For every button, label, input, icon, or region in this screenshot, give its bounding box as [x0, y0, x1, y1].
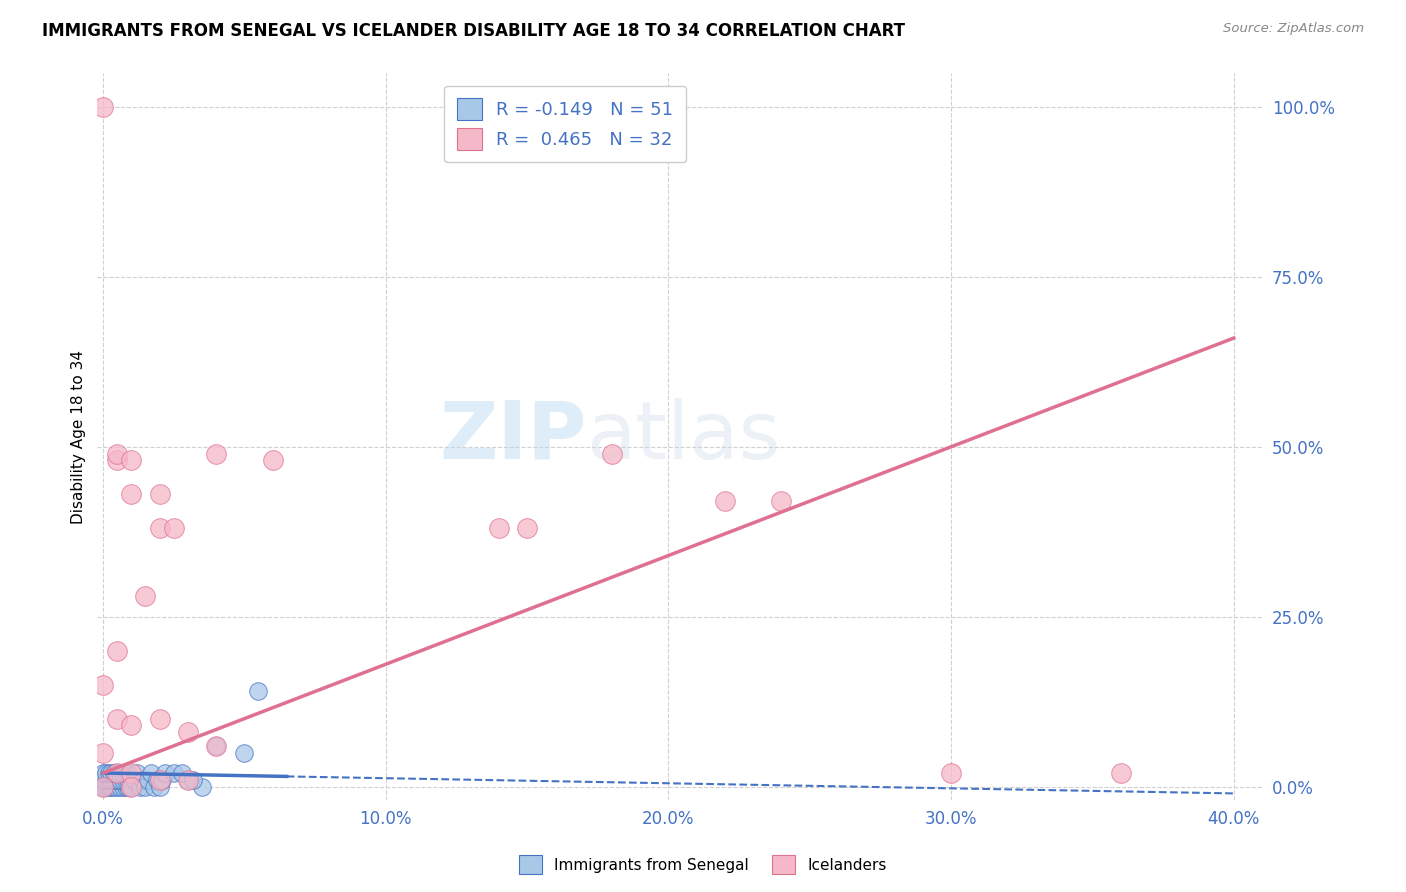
Point — [153, 766, 176, 780]
Point — [120, 453, 142, 467]
Point — [150, 772, 173, 787]
Point — [117, 766, 139, 780]
Point — [97, 772, 120, 787]
Point — [94, 766, 117, 780]
Point — [100, 772, 122, 787]
Point — [97, 780, 120, 794]
Text: atlas: atlas — [586, 398, 780, 475]
Point — [191, 780, 214, 794]
Point — [163, 521, 186, 535]
Y-axis label: Disability Age 18 to 34: Disability Age 18 to 34 — [72, 350, 86, 524]
Text: ZIP: ZIP — [439, 398, 586, 475]
Point — [1109, 766, 1132, 780]
Point — [131, 772, 153, 787]
Point — [122, 772, 145, 787]
Point — [148, 772, 170, 787]
Point — [148, 712, 170, 726]
Point — [114, 780, 136, 794]
Point — [183, 772, 205, 787]
Point — [516, 521, 538, 535]
Point — [714, 494, 737, 508]
Point — [91, 100, 114, 114]
Point — [177, 772, 200, 787]
Point — [148, 780, 170, 794]
Point — [117, 780, 139, 794]
Point — [145, 772, 167, 787]
Point — [120, 487, 142, 501]
Point — [108, 766, 131, 780]
Point — [134, 590, 156, 604]
Point — [91, 766, 114, 780]
Point — [148, 487, 170, 501]
Point — [136, 772, 159, 787]
Point — [91, 746, 114, 760]
Point — [108, 780, 131, 794]
Point — [105, 643, 128, 657]
Point — [177, 725, 200, 739]
Point — [148, 521, 170, 535]
Point — [233, 746, 256, 760]
Point — [105, 772, 128, 787]
Point — [111, 772, 134, 787]
Point — [100, 780, 122, 794]
Point — [163, 766, 186, 780]
Text: IMMIGRANTS FROM SENEGAL VS ICELANDER DISABILITY AGE 18 TO 34 CORRELATION CHART: IMMIGRANTS FROM SENEGAL VS ICELANDER DIS… — [42, 22, 905, 40]
Point — [105, 766, 128, 780]
Point — [103, 772, 125, 787]
Point — [105, 453, 128, 467]
Point — [91, 780, 114, 794]
Point — [172, 766, 194, 780]
Point — [128, 780, 150, 794]
Point — [177, 772, 200, 787]
Point — [108, 772, 131, 787]
Point — [105, 766, 128, 780]
Point — [105, 712, 128, 726]
Legend: Immigrants from Senegal, Icelanders: Immigrants from Senegal, Icelanders — [513, 849, 893, 880]
Point — [114, 772, 136, 787]
Point — [247, 684, 270, 698]
Point — [91, 678, 114, 692]
Point — [94, 772, 117, 787]
Point — [134, 780, 156, 794]
Point — [111, 780, 134, 794]
Point — [205, 447, 228, 461]
Point — [205, 739, 228, 753]
Point — [105, 447, 128, 461]
Text: Source: ZipAtlas.com: Source: ZipAtlas.com — [1223, 22, 1364, 36]
Point — [111, 766, 134, 780]
Point — [770, 494, 793, 508]
Legend: R = -0.149   N = 51, R =  0.465   N = 32: R = -0.149 N = 51, R = 0.465 N = 32 — [444, 86, 686, 162]
Point — [91, 772, 114, 787]
Point — [120, 780, 142, 794]
Point — [97, 766, 120, 780]
Point — [120, 780, 142, 794]
Point — [939, 766, 962, 780]
Point — [488, 521, 510, 535]
Point — [205, 739, 228, 753]
Point — [120, 766, 142, 780]
Point — [600, 447, 623, 461]
Point — [94, 780, 117, 794]
Point — [103, 780, 125, 794]
Point — [125, 766, 148, 780]
Point — [100, 766, 122, 780]
Point — [117, 772, 139, 787]
Point — [142, 780, 165, 794]
Point — [114, 766, 136, 780]
Point — [105, 780, 128, 794]
Point — [103, 766, 125, 780]
Point — [120, 718, 142, 732]
Point — [262, 453, 284, 467]
Point — [139, 766, 162, 780]
Point — [91, 780, 114, 794]
